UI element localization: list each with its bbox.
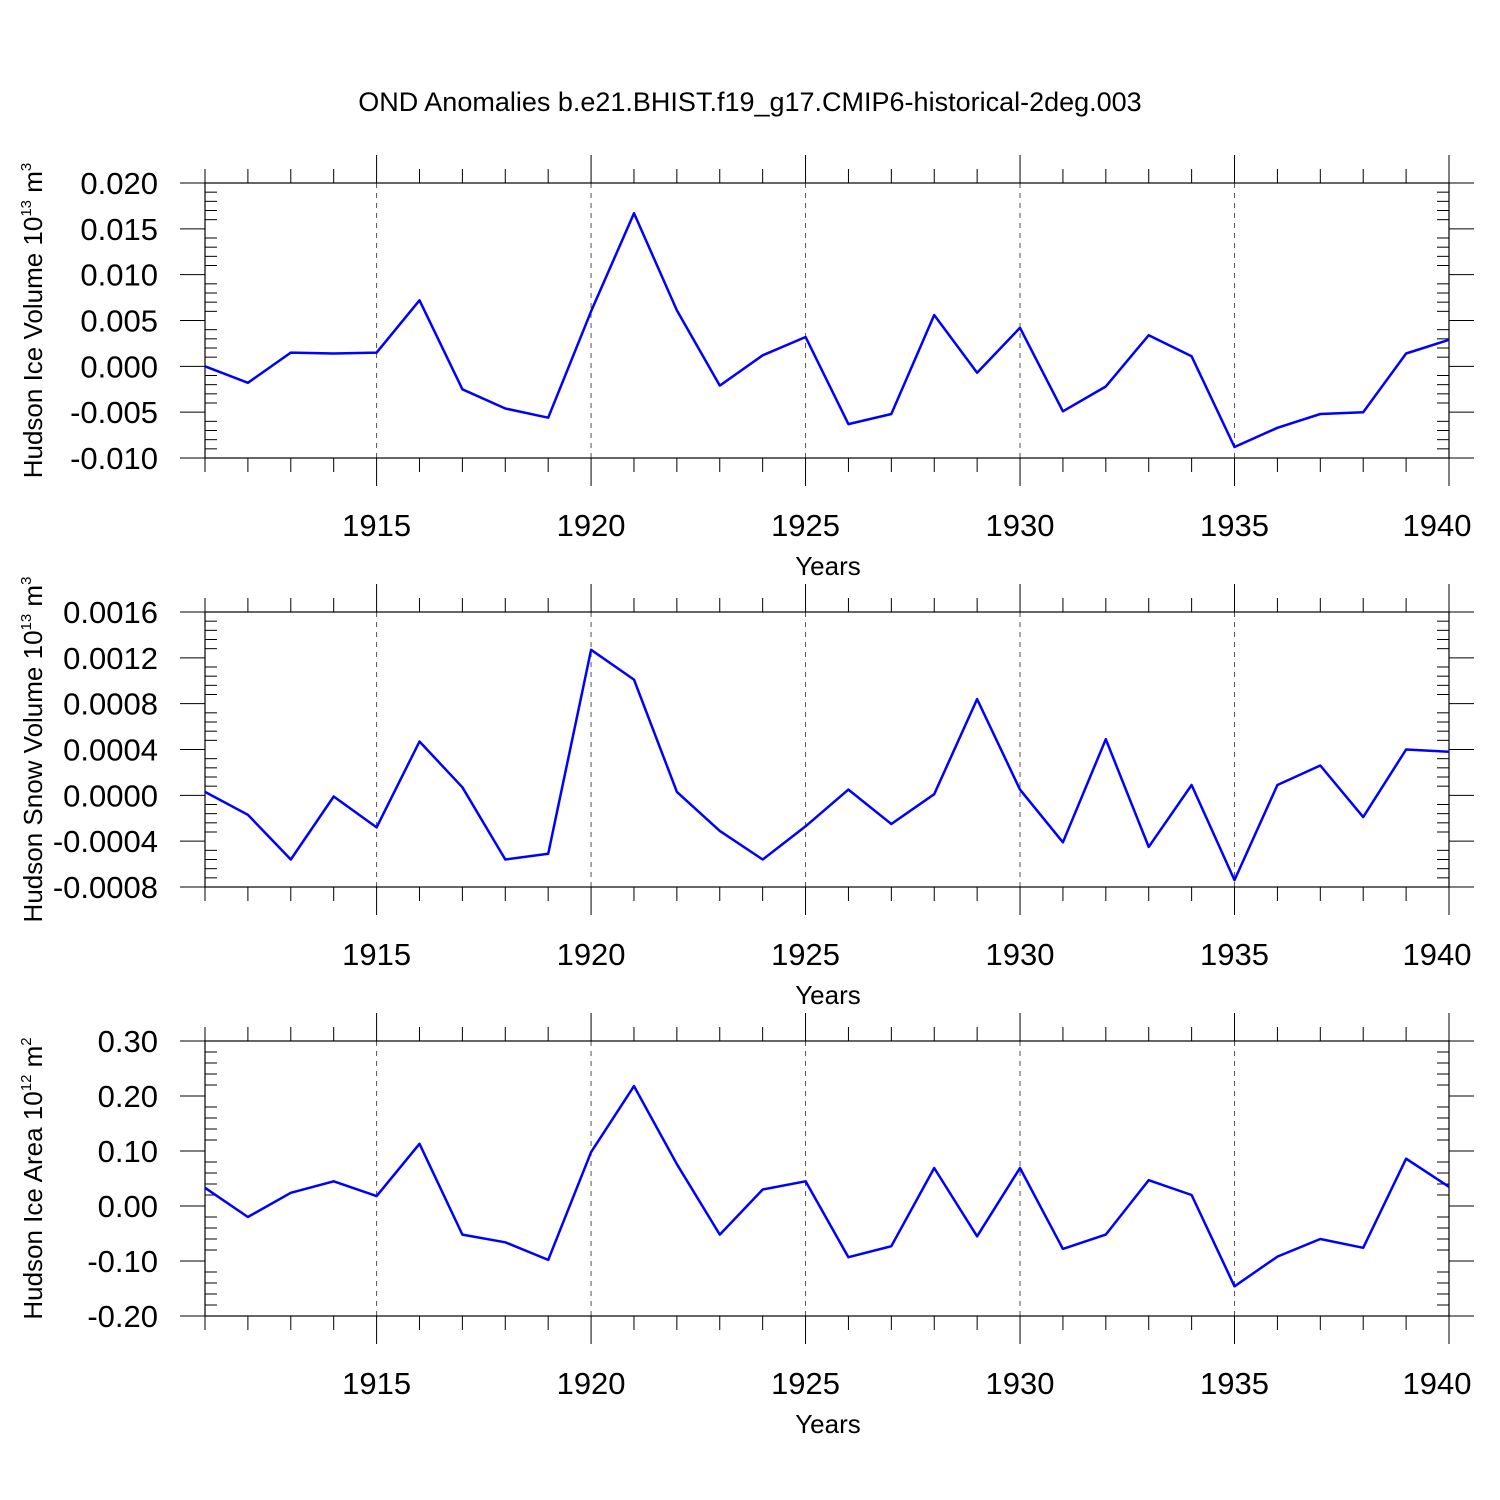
plot-frame — [204, 1040, 1450, 1317]
y-tick-label: 0.00 — [98, 1189, 158, 1224]
y-tick-label: 0.015 — [80, 212, 158, 247]
x-tick-label: 1925 — [771, 508, 840, 543]
series-line — [204, 211, 1450, 449]
x-tick-label: 1915 — [342, 508, 411, 543]
panel-3: -0.20 -0.10 0.00 0.10 0.20 0.30 1915 1920 1925 19… — [18, 1013, 1474, 1439]
y-tick-label: 0.0016 — [63, 595, 158, 630]
chart-title: OND Anomalies b.e21.BHIST.f19_g17.CMIP6-… — [358, 87, 1141, 117]
y-tick-label: -0.10 — [87, 1244, 158, 1279]
y-tick-label: 0.0000 — [63, 778, 158, 813]
y-tick-label: -0.20 — [87, 1299, 158, 1334]
y-tick-label: 0.10 — [98, 1134, 158, 1169]
x-tick-label: 1935 — [1200, 1366, 1269, 1401]
y-tick-label: 0.010 — [80, 258, 158, 293]
y-tick-label: 0.30 — [98, 1024, 158, 1059]
x-tick-label: 1915 — [342, 937, 411, 972]
panels: -0.010 -0.005 0.000 0.005 0.010 0.015 0.020 191… — [18, 155, 1474, 1439]
x-tick-label: 1940 — [1403, 937, 1472, 972]
plot-frame — [204, 611, 1450, 888]
x-tick-label: 1920 — [557, 937, 626, 972]
y-tick-label: 0.005 — [80, 304, 158, 339]
series-line — [204, 648, 1450, 882]
y-tick-label: 0.020 — [80, 166, 158, 201]
y-axis-label: Hudson Ice Volume 1013 m3 — [18, 163, 48, 479]
y-tick-label: 0.0004 — [63, 733, 158, 768]
x-axis-label: Years — [795, 1409, 861, 1439]
y-tick-label: -0.0004 — [53, 824, 158, 859]
x-tick-label: 1930 — [986, 508, 1055, 543]
y-tick-label: -0.0008 — [53, 870, 158, 905]
panel-1: -0.010 -0.005 0.000 0.005 0.010 0.015 0.020 191… — [18, 155, 1474, 581]
y-tick-label: -0.010 — [70, 441, 158, 476]
x-tick-label: 1925 — [771, 1366, 840, 1401]
y-axis-label: Hudson Snow Volume 1013 m3 — [18, 577, 48, 923]
x-tick-label: 1915 — [342, 1366, 411, 1401]
y-axis-label: Hudson Ice Area 1012 m2 — [18, 1037, 48, 1319]
x-tick-label: 1930 — [986, 1366, 1055, 1401]
y-tick-label: 0.0012 — [63, 641, 158, 676]
x-tick-label: 1930 — [986, 937, 1055, 972]
x-tick-label: 1935 — [1200, 937, 1269, 972]
x-tick-label: 1935 — [1200, 508, 1269, 543]
x-tick-label: 1940 — [1403, 1366, 1472, 1401]
y-tick-label: 0.0008 — [63, 687, 158, 722]
x-tick-label: 1925 — [771, 937, 840, 972]
y-tick-label: 0.20 — [98, 1079, 158, 1114]
y-tick-label: 0.000 — [80, 349, 158, 384]
y-tick-label: -0.005 — [70, 395, 158, 430]
x-axis-label: Years — [795, 551, 861, 581]
x-axis-label: Years — [795, 980, 861, 1010]
panel-2: -0.0008 -0.0004 0.0000 0.0004 0.0008 0.0012 0.… — [18, 577, 1474, 1010]
x-tick-label: 1940 — [1403, 508, 1472, 543]
series-line — [204, 1084, 1450, 1288]
plot-frame — [204, 182, 1450, 459]
x-tick-label: 1920 — [557, 508, 626, 543]
x-tick-label: 1920 — [557, 1366, 626, 1401]
